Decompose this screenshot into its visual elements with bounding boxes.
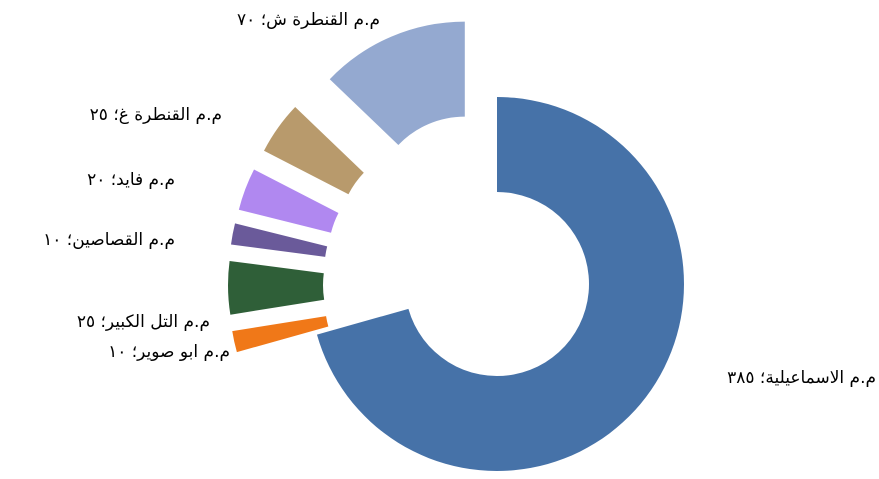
donut-slice xyxy=(232,316,329,353)
slice-label: م.م فايد؛ ٢٠ xyxy=(87,170,175,190)
slice-label: م.م التل الكبير؛ ٢٥ xyxy=(77,312,210,332)
donut-slice xyxy=(329,21,465,145)
donut-slice xyxy=(316,97,684,472)
donut-slice xyxy=(228,260,325,315)
donut-slice xyxy=(231,223,328,257)
slice-label: م.م الاسماعيلية؛ ٣٨٥ xyxy=(727,368,876,388)
slice-label: م.م القنطرة غ؛ ٢٥ xyxy=(90,105,222,125)
slice-label: م.م القصاصين؛ ١٠ xyxy=(43,230,175,250)
donut-slice xyxy=(238,169,339,233)
slice-label: م.م ابو صوير؛ ١٠ xyxy=(108,342,230,362)
slice-label: م.م القنطرة ش؛ ٧٠ xyxy=(237,10,380,30)
donut-slice xyxy=(263,107,364,195)
